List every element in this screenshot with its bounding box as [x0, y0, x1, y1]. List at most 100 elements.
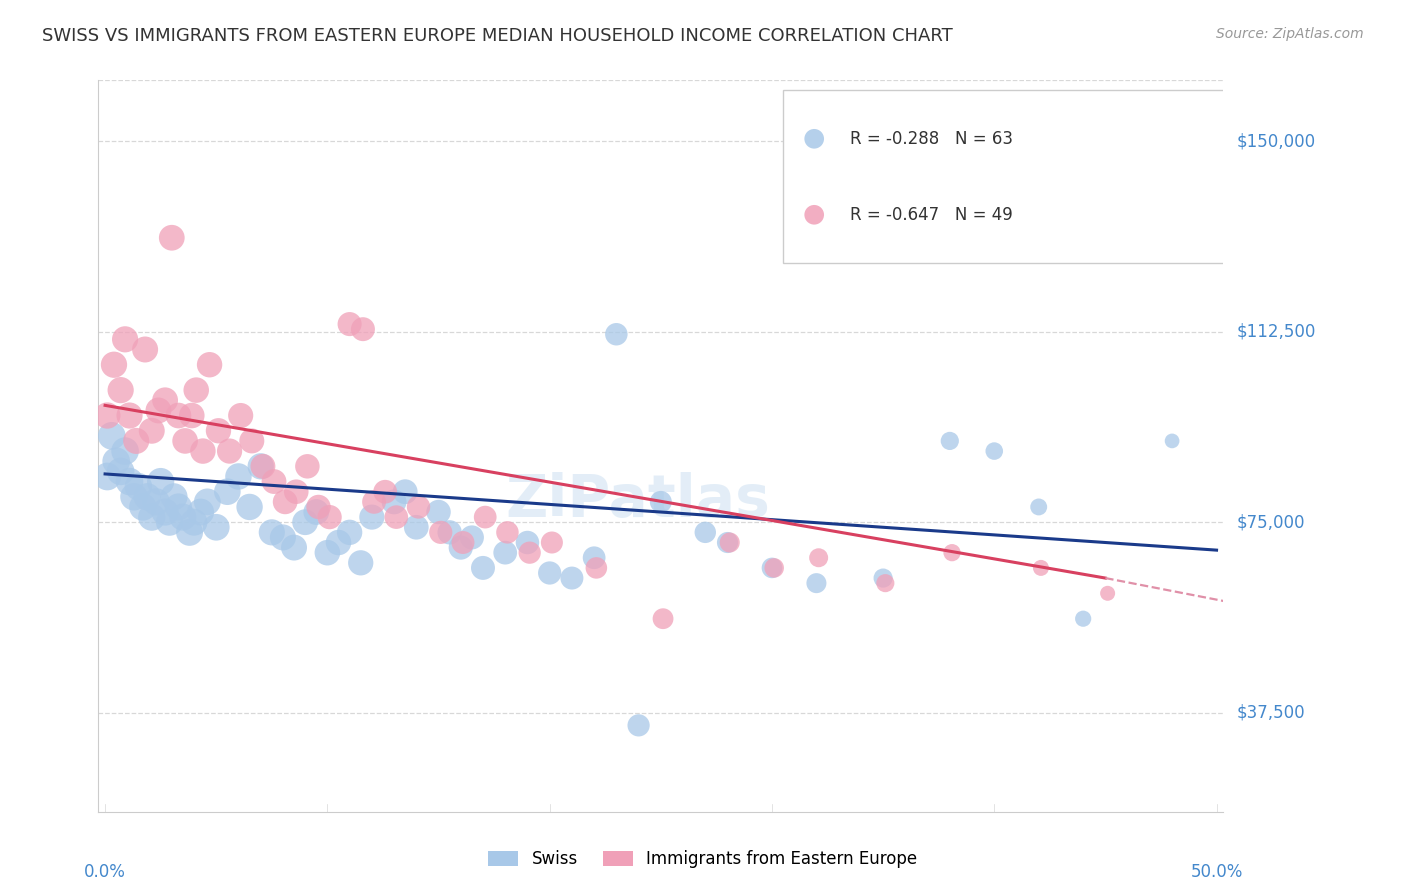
- Point: [141, 510, 163, 524]
- Point: [252, 459, 274, 474]
- Point: [429, 525, 451, 540]
- Point: [803, 132, 825, 146]
- Point: [191, 444, 214, 458]
- FancyBboxPatch shape: [783, 90, 1227, 263]
- Point: [239, 500, 262, 514]
- Point: [136, 490, 159, 504]
- Point: [105, 454, 128, 468]
- Point: [451, 535, 474, 549]
- Point: [260, 525, 283, 540]
- Point: [461, 530, 484, 544]
- Point: [605, 327, 627, 342]
- Point: [274, 495, 297, 509]
- Point: [385, 510, 408, 524]
- Point: [96, 409, 118, 423]
- Point: [627, 718, 650, 732]
- Point: [149, 475, 172, 489]
- Point: [450, 541, 472, 555]
- Point: [263, 475, 285, 489]
- Point: [872, 571, 894, 585]
- Point: [374, 484, 396, 499]
- Point: [363, 495, 385, 509]
- Point: [148, 403, 170, 417]
- Point: [761, 561, 783, 575]
- Point: [132, 500, 155, 514]
- Point: [318, 510, 340, 524]
- Point: [405, 520, 427, 534]
- Point: [583, 550, 606, 565]
- Point: [141, 424, 163, 438]
- Text: $150,000: $150,000: [1236, 132, 1316, 150]
- Text: Source: ZipAtlas.com: Source: ZipAtlas.com: [1216, 27, 1364, 41]
- Point: [217, 484, 239, 499]
- Point: [1028, 500, 1050, 514]
- Point: [538, 566, 561, 580]
- Point: [127, 480, 149, 494]
- Text: ZiPatlas: ZiPatlas: [505, 472, 770, 529]
- Point: [806, 576, 828, 591]
- Point: [763, 561, 786, 575]
- Point: [145, 495, 167, 509]
- Point: [207, 424, 229, 438]
- Text: $37,500: $37,500: [1236, 704, 1305, 722]
- Text: 50.0%: 50.0%: [1191, 863, 1243, 880]
- Point: [875, 576, 897, 591]
- Point: [439, 525, 461, 540]
- Point: [110, 464, 132, 478]
- Point: [427, 505, 450, 519]
- Point: [650, 495, 672, 509]
- Point: [190, 505, 212, 519]
- Point: [652, 612, 675, 626]
- Point: [585, 561, 607, 575]
- Point: [807, 550, 830, 565]
- Point: [118, 475, 141, 489]
- Point: [1161, 434, 1184, 448]
- Point: [186, 383, 208, 397]
- Point: [183, 515, 205, 529]
- Point: [718, 535, 741, 549]
- Point: [283, 541, 305, 555]
- Point: [271, 530, 294, 544]
- Point: [229, 409, 252, 423]
- Point: [103, 358, 125, 372]
- Point: [339, 317, 361, 331]
- Point: [100, 429, 122, 443]
- Text: R = -0.288   N = 63: R = -0.288 N = 63: [849, 130, 1012, 148]
- Point: [205, 520, 228, 534]
- Point: [983, 444, 1005, 458]
- Point: [167, 409, 190, 423]
- Point: [228, 469, 250, 483]
- Point: [316, 546, 339, 560]
- Point: [294, 515, 316, 529]
- Point: [496, 525, 519, 540]
- Text: R = -0.647   N = 49: R = -0.647 N = 49: [849, 206, 1012, 224]
- Point: [198, 358, 221, 372]
- Text: SWISS VS IMMIGRANTS FROM EASTERN EUROPE MEDIAN HOUSEHOLD INCOME CORRELATION CHAR: SWISS VS IMMIGRANTS FROM EASTERN EUROPE …: [42, 27, 953, 45]
- Point: [160, 231, 183, 245]
- Point: [408, 500, 430, 514]
- Point: [118, 409, 141, 423]
- Point: [695, 525, 717, 540]
- Point: [172, 510, 194, 524]
- Point: [134, 343, 156, 357]
- Point: [472, 561, 495, 575]
- Point: [167, 500, 190, 514]
- Point: [941, 546, 963, 560]
- Point: [153, 505, 176, 519]
- Point: [541, 535, 564, 549]
- Point: [716, 535, 738, 549]
- Point: [803, 208, 825, 222]
- Point: [328, 535, 350, 549]
- Point: [352, 322, 374, 336]
- Point: [305, 505, 328, 519]
- Point: [516, 535, 538, 549]
- Point: [114, 332, 136, 346]
- Point: [350, 556, 373, 570]
- Point: [519, 546, 541, 560]
- Legend: Swiss, Immigrants from Eastern Europe: Swiss, Immigrants from Eastern Europe: [482, 844, 924, 875]
- Point: [218, 444, 240, 458]
- Point: [174, 434, 197, 448]
- Point: [297, 459, 319, 474]
- Text: 0.0%: 0.0%: [84, 863, 127, 880]
- Point: [249, 459, 271, 474]
